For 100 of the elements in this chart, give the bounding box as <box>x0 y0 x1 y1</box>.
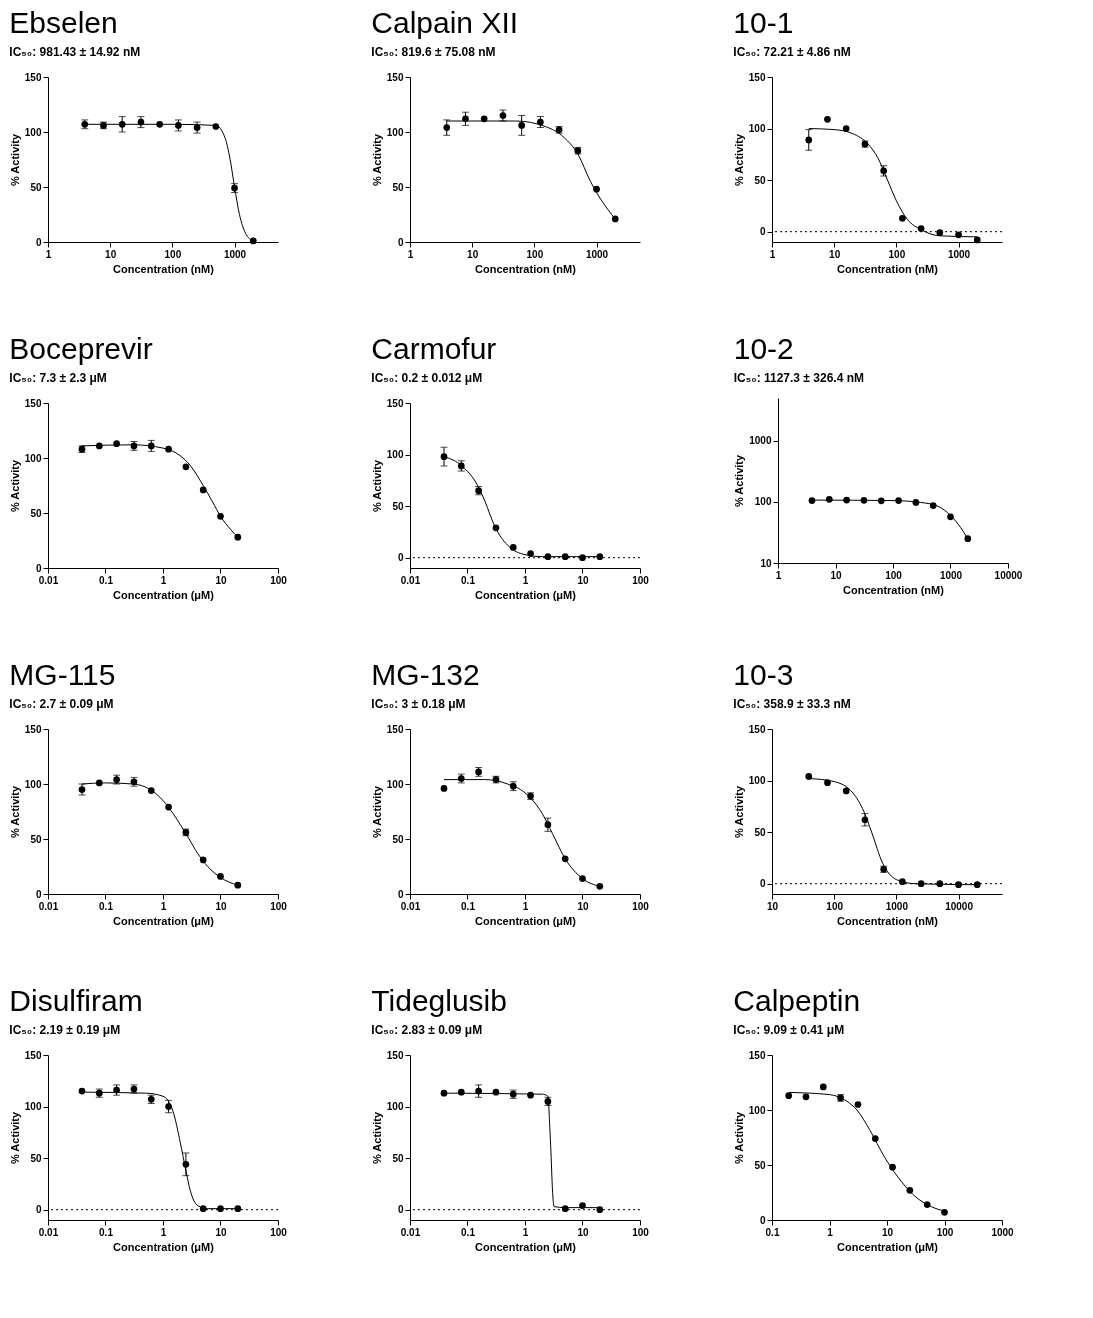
y-tick-label: 0 <box>35 236 42 248</box>
y-tick-label: 0 <box>397 236 404 248</box>
point <box>895 497 902 504</box>
point <box>561 1205 569 1212</box>
x-tick-label: 10 <box>215 1226 227 1238</box>
x-tick-label: 100 <box>164 248 182 260</box>
chart-title: Calpain XII <box>371 6 519 39</box>
point <box>147 787 155 794</box>
x-tick-label: 1000 <box>947 248 971 260</box>
y-tick-label: 50 <box>392 500 404 512</box>
x-tick-label: 0.1 <box>461 574 476 586</box>
point <box>871 1135 879 1142</box>
y-axis-title: % Activity <box>8 785 21 839</box>
x-tick-label: 1000 <box>939 569 963 581</box>
chart-subtitle: IC₅₀: 981.43 ± 14.92 nM <box>9 45 141 59</box>
y-tick-label: 50 <box>30 1152 42 1164</box>
x-axis-title: Concentration (μM) <box>837 1240 939 1253</box>
y-axis-title: % Activity <box>732 785 745 839</box>
y-tick-label: 150 <box>24 397 42 409</box>
y-tick-label: 0 <box>759 1214 766 1226</box>
y-tick-label: 100 <box>24 452 42 464</box>
point <box>217 512 224 520</box>
x-axis-title: Concentration (nM) <box>475 262 577 275</box>
x-tick-label: 0.1 <box>99 574 114 586</box>
y-tick-label: 0 <box>35 562 42 574</box>
y-tick-label: 50 <box>754 174 766 186</box>
x-axis-title: Concentration (μM) <box>475 1240 577 1253</box>
point <box>889 1163 896 1171</box>
chart-subtitle: IC₅₀: 819.6 ± 75.08 nM <box>371 45 496 59</box>
x-tick-label: 10 <box>577 1226 589 1238</box>
x-tick-label: 0.1 <box>99 900 114 912</box>
y-tick-label: 50 <box>30 181 42 193</box>
y-tick-label: 150 <box>24 71 42 83</box>
chart-subtitle: IC₅₀: 0.2 ± 0.012 μM <box>371 371 483 385</box>
y-tick-label: 100 <box>24 1101 42 1113</box>
point <box>527 1091 534 1099</box>
point <box>217 1205 224 1212</box>
point <box>596 1206 604 1214</box>
y-axis-title: % Activity <box>370 785 383 839</box>
point <box>561 553 569 560</box>
y-tick-label: 150 <box>748 1049 766 1061</box>
point <box>492 1088 500 1096</box>
point <box>611 215 619 223</box>
chart-subtitle: IC₅₀: 1127.3 ± 326.4 nM <box>733 371 864 385</box>
x-tick-label: 1 <box>522 1226 529 1238</box>
x-tick-label: 100 <box>526 248 544 260</box>
point <box>199 486 207 494</box>
chart-subtitle: IC₅₀: 358.9 ± 33.3 nM <box>733 697 851 711</box>
point <box>825 495 833 503</box>
y-tick-label: 100 <box>386 1101 404 1113</box>
y-tick-label: 50 <box>392 833 404 845</box>
chart-title: MG-115 <box>9 658 116 691</box>
point <box>973 881 981 889</box>
x-tick-label: 10 <box>215 900 227 912</box>
y-tick-label: 100 <box>748 1104 766 1116</box>
y-tick-label: 150 <box>386 397 404 409</box>
point <box>113 440 120 448</box>
point <box>824 779 831 786</box>
point <box>462 115 469 123</box>
point <box>824 115 831 123</box>
x-tick-label: 10 <box>829 248 841 260</box>
x-tick-label: 100 <box>632 900 650 912</box>
y-axis-title: % Activity <box>370 133 383 187</box>
x-tick-label: 10 <box>105 248 117 260</box>
x-tick-label: 100 <box>632 1226 650 1238</box>
x-tick-label: 0.01 <box>38 1226 59 1238</box>
y-tick-label: 150 <box>748 71 766 83</box>
y-tick-label: 150 <box>748 723 766 735</box>
x-tick-label: 100 <box>270 574 288 586</box>
point <box>805 136 813 144</box>
point <box>212 123 220 130</box>
point <box>165 803 172 811</box>
x-axis-title: Concentration (μM) <box>113 914 215 927</box>
point <box>899 878 906 885</box>
chart-title: 10-2 <box>733 332 794 365</box>
chart-title: Disulfiram <box>9 984 143 1017</box>
x-axis-title: Concentration (nM) <box>113 262 215 275</box>
point <box>808 497 816 504</box>
y-axis-title: % Activity <box>8 459 21 513</box>
y-tick-label: 150 <box>386 723 404 735</box>
point <box>936 229 944 237</box>
point <box>964 535 972 543</box>
y-tick-label: 50 <box>30 833 42 845</box>
x-tick-label: 100 <box>885 569 903 581</box>
point <box>561 855 569 863</box>
x-tick-label: 100 <box>632 574 650 586</box>
x-tick-label: 100 <box>936 1226 954 1238</box>
chart-subtitle: IC₅₀: 2.7 ± 0.09 μM <box>9 697 114 711</box>
y-axis-title: % Activity <box>8 133 21 187</box>
y-tick-label: 0 <box>759 878 766 890</box>
y-tick-label: 100 <box>24 126 42 138</box>
y-tick-label: 150 <box>386 1049 404 1061</box>
x-tick-label: 10 <box>881 1226 894 1238</box>
x-tick-label: 1 <box>522 900 529 912</box>
y-tick-label: 150 <box>24 723 42 735</box>
chart-subtitle: IC₅₀: 2.19 ± 0.19 μM <box>9 1023 121 1037</box>
y-tick-label: 100 <box>24 778 42 790</box>
point <box>544 553 552 560</box>
point <box>480 115 488 123</box>
x-tick-label: 1 <box>769 248 776 260</box>
